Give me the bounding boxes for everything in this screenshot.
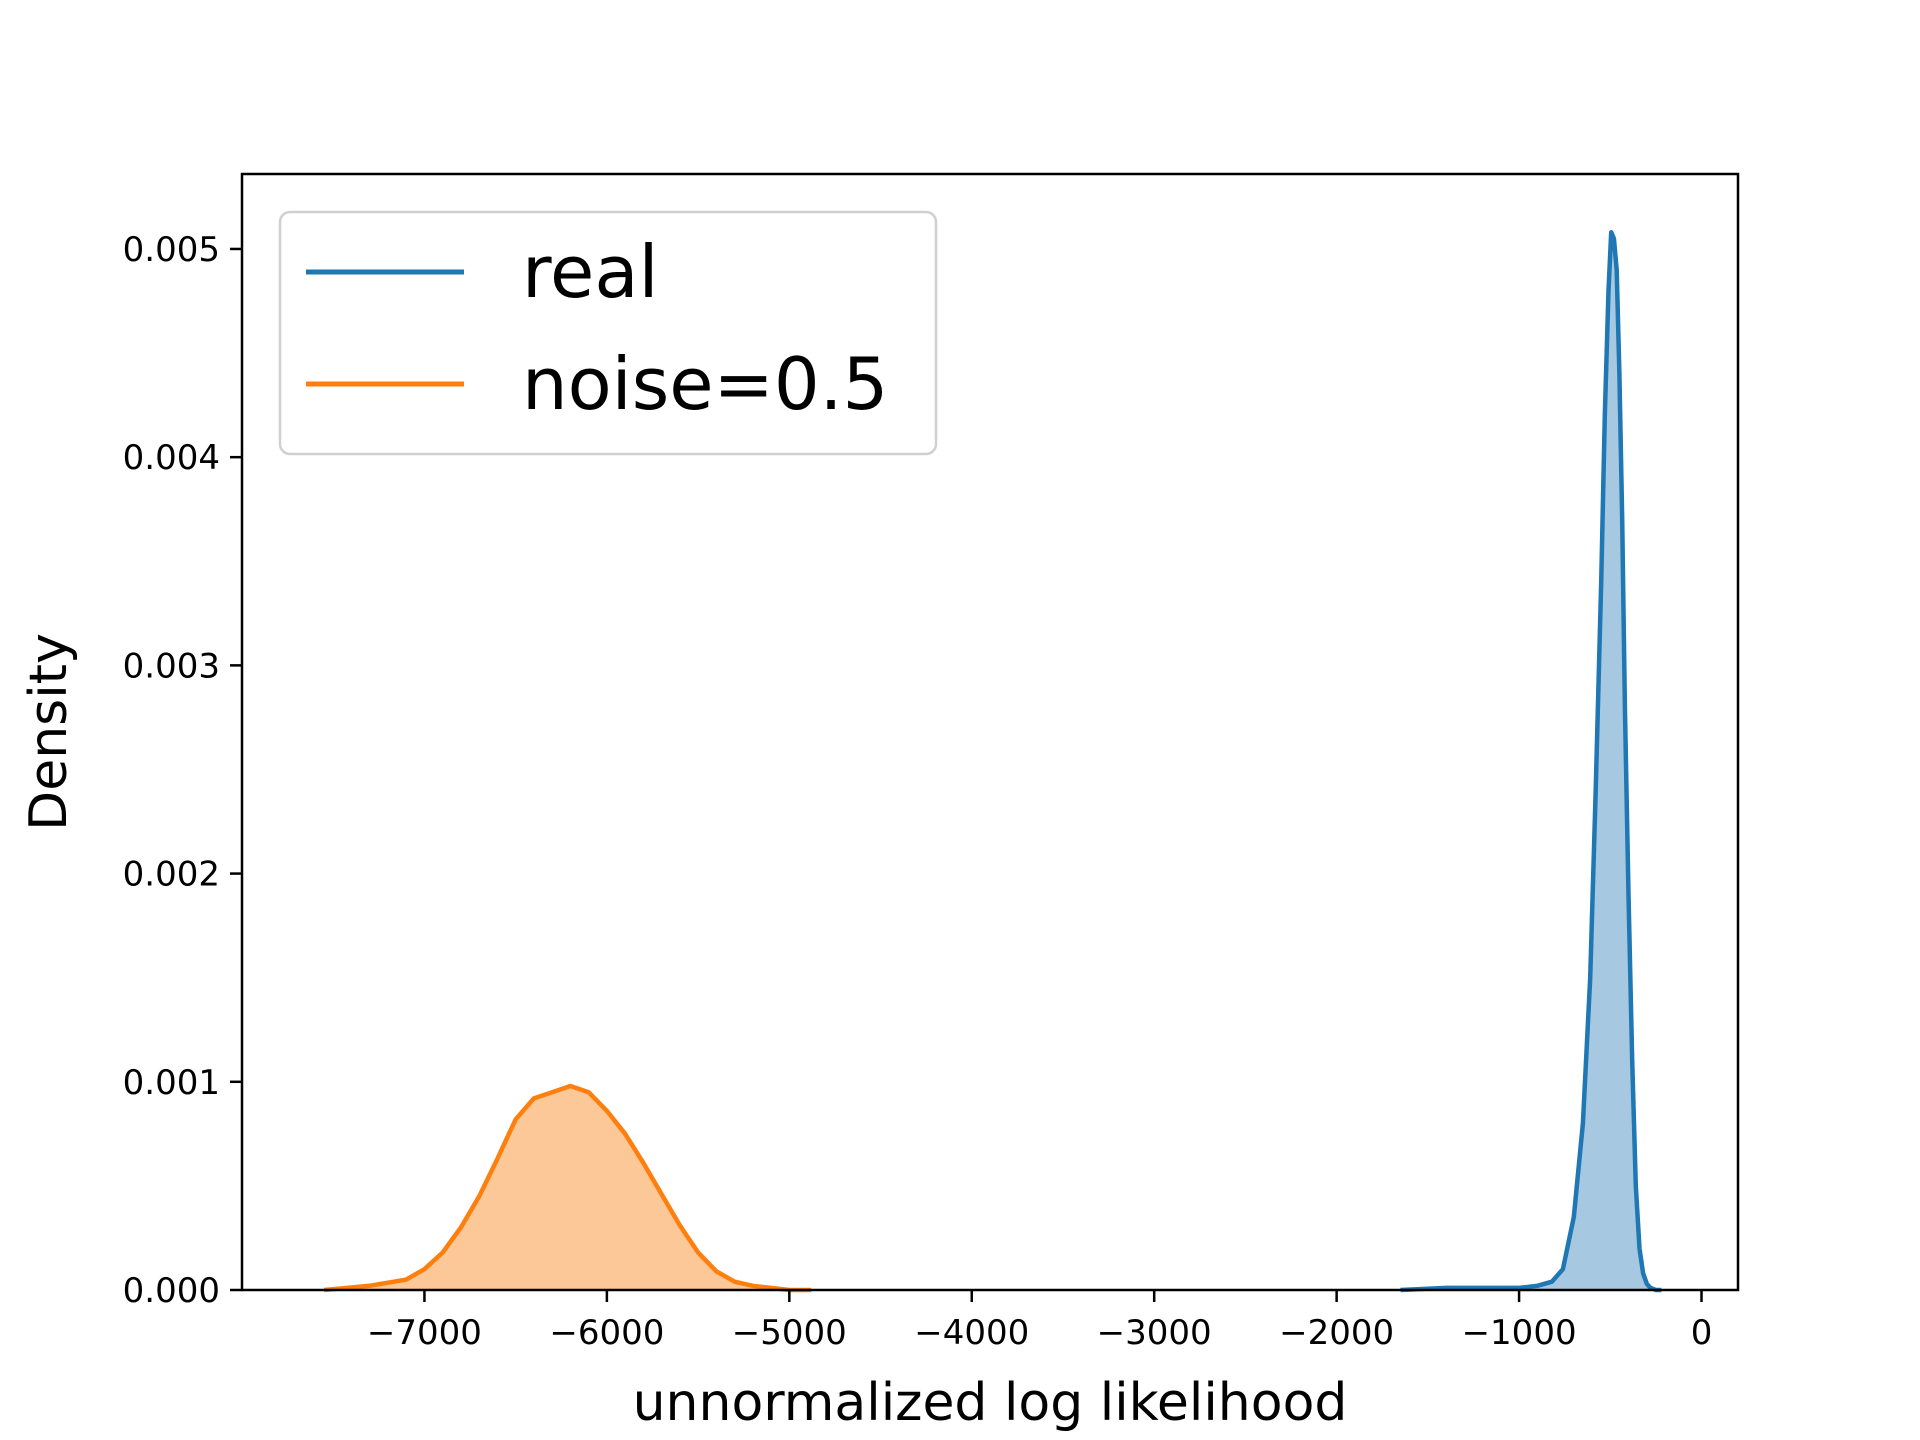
y-tick-label: 0.000 — [123, 1271, 220, 1311]
y-axis-label: Density — [19, 633, 79, 831]
y-tick-label: 0.001 — [123, 1063, 220, 1103]
line-real — [1400, 230, 1662, 1293]
y-tick-label: 0.002 — [123, 855, 220, 895]
x-axis-label: unnormalized log likelihood — [633, 1373, 1348, 1433]
distribution-lines — [323, 230, 1662, 1293]
legend-label: noise=0.5 — [522, 342, 888, 426]
y-axis-ticks: 0.000 0.001 0.002 0.003 0.004 0.005 — [123, 230, 242, 1311]
plot-frame — [240, 172, 1740, 1292]
legend: real noise=0.5 — [278, 210, 938, 456]
x-tick-label: 0 — [1691, 1313, 1713, 1353]
line-noise-0-5 — [323, 1083, 812, 1293]
fill-noise-0-5 — [324, 1086, 812, 1290]
y-tick-label: 0.005 — [123, 230, 220, 270]
x-tick-label: −3000 — [1097, 1313, 1212, 1353]
y-tick-label: 0.003 — [123, 646, 220, 686]
fill-real — [1400, 232, 1662, 1290]
x-tick-label: −2000 — [1279, 1313, 1394, 1353]
x-tick-label: −4000 — [914, 1313, 1029, 1353]
x-tick-label: −1000 — [1462, 1313, 1577, 1353]
distribution-fills — [324, 232, 1662, 1290]
x-axis-ticks: −7000 −6000 −5000 −4000 −3000 −2000 −1000 0 — [367, 1290, 1712, 1353]
x-tick-label: −7000 — [367, 1313, 482, 1353]
x-tick-label: −6000 — [549, 1313, 664, 1353]
legend-label: real — [522, 230, 658, 314]
x-tick-label: −5000 — [732, 1313, 847, 1353]
y-tick-label: 0.004 — [123, 438, 220, 478]
